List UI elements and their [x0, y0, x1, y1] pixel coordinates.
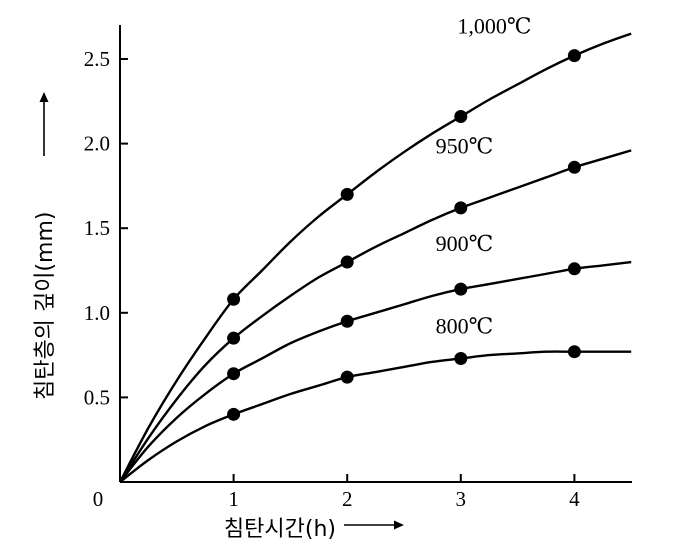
data-point — [340, 187, 354, 201]
axes — [119, 25, 632, 483]
data-point — [454, 110, 468, 124]
y-axis-title-arrow — [39, 92, 49, 156]
curves — [118, 32, 632, 483]
data-point — [227, 367, 241, 381]
y-tick-label: 1.0 — [84, 301, 110, 325]
x-tick-label: 1 — [228, 487, 239, 511]
x-tick-label: 2 — [342, 487, 353, 511]
y-tick-label: 0.5 — [84, 385, 110, 409]
data-point — [340, 255, 354, 269]
x-axis-title: 침탄시간(h) — [224, 517, 336, 542]
series-label: 800℃ — [436, 314, 494, 339]
data-point — [454, 282, 468, 296]
data-point — [567, 262, 581, 276]
ticks — [120, 58, 576, 482]
x-axis-title-arrow — [344, 520, 404, 530]
x-tick-label: 3 — [456, 487, 467, 511]
series-labels: 1,000℃ 950℃ 900℃ 800℃ — [436, 14, 532, 339]
series-line — [118, 149, 632, 483]
data-point — [227, 331, 241, 345]
series-label: 900℃ — [436, 231, 494, 256]
data-point — [454, 351, 468, 365]
y-axis-title: 침탄층의 깊이(mm) — [33, 212, 58, 400]
series-label: 1,000℃ — [457, 14, 531, 39]
data-point — [454, 201, 468, 215]
y-tick-label: 1.5 — [84, 216, 110, 240]
origin-label: 0 — [93, 487, 104, 511]
series-label: 950℃ — [436, 133, 494, 158]
data-point — [340, 370, 354, 384]
data-point — [227, 407, 241, 421]
data-point — [340, 314, 354, 328]
data-points — [227, 49, 581, 421]
data-point — [227, 292, 241, 306]
y-tick-label: 2.5 — [84, 47, 110, 71]
data-point — [567, 160, 581, 174]
tick-labels: 1 2 3 4 0.5 1.0 1.5 2.0 2.5 — [84, 47, 580, 511]
series-line — [118, 32, 632, 483]
x-tick-label: 4 — [569, 487, 580, 511]
y-tick-label: 2.0 — [84, 132, 110, 156]
data-point — [567, 345, 581, 359]
data-point — [567, 49, 581, 63]
series-line — [119, 260, 632, 483]
series-line — [119, 350, 632, 483]
